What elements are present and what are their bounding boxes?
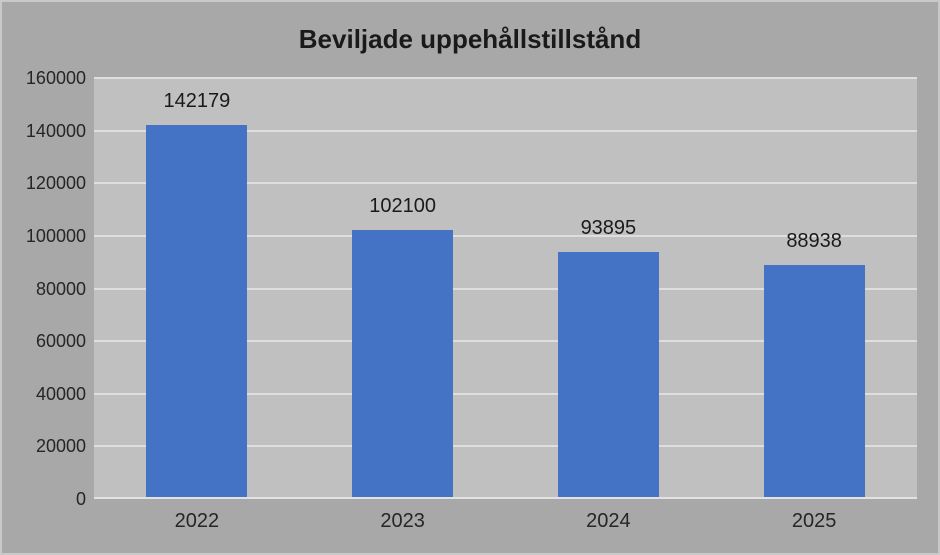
y-tick-label: 60000	[35, 331, 86, 351]
x-axis-line	[94, 497, 917, 499]
bar-slot: 88938	[711, 78, 917, 499]
bar-value-label: 142179	[163, 90, 231, 112]
bar	[352, 230, 454, 499]
gridline	[94, 288, 917, 290]
gridline	[94, 77, 917, 79]
bars-layer: 142179 102100 93895 88938	[94, 78, 917, 499]
y-axis-labels: 0 20000 40000 60000 80000 100000 120000 140000 1…	[2, 68, 86, 509]
bar-slot: 142179	[94, 78, 300, 499]
gridline	[94, 393, 917, 395]
plot-area: 142179 102100 93895 88938	[94, 77, 917, 499]
x-tick-label: 2023	[380, 510, 425, 532]
gridline	[94, 130, 917, 132]
y-tick-label: 80000	[35, 279, 86, 299]
gridline	[94, 235, 917, 237]
y-tick-label: 120000	[25, 173, 86, 193]
x-axis-labels: 2022 2023 2024 2025	[94, 510, 917, 538]
bar	[557, 252, 659, 499]
y-tick-label: 20000	[35, 436, 86, 456]
gridline	[94, 445, 917, 447]
bar-slot: 102100	[300, 78, 506, 499]
chart-title: Beviljade uppehållstillstånd	[298, 24, 642, 54]
y-tick-label: 140000	[25, 121, 86, 141]
x-tick-label: 2024	[586, 510, 631, 532]
gridline	[94, 340, 917, 342]
y-tick-label: 100000	[25, 226, 86, 246]
gridlines-layer	[94, 77, 917, 499]
y-tick-label: 40000	[35, 384, 86, 404]
y-tick-label: 0	[75, 489, 86, 509]
bar-value-label: 93895	[580, 217, 637, 239]
bar-slot: 93895	[506, 78, 712, 499]
x-tick-label: 2025	[791, 510, 837, 532]
x-tick-label: 2022	[174, 510, 220, 532]
bar	[146, 125, 248, 499]
bar-value-label: 88938	[786, 230, 842, 252]
bar-value-label: 102100	[369, 195, 436, 217]
bar	[763, 265, 865, 499]
y-tick-label: 160000	[25, 68, 86, 88]
gridline	[94, 182, 917, 184]
